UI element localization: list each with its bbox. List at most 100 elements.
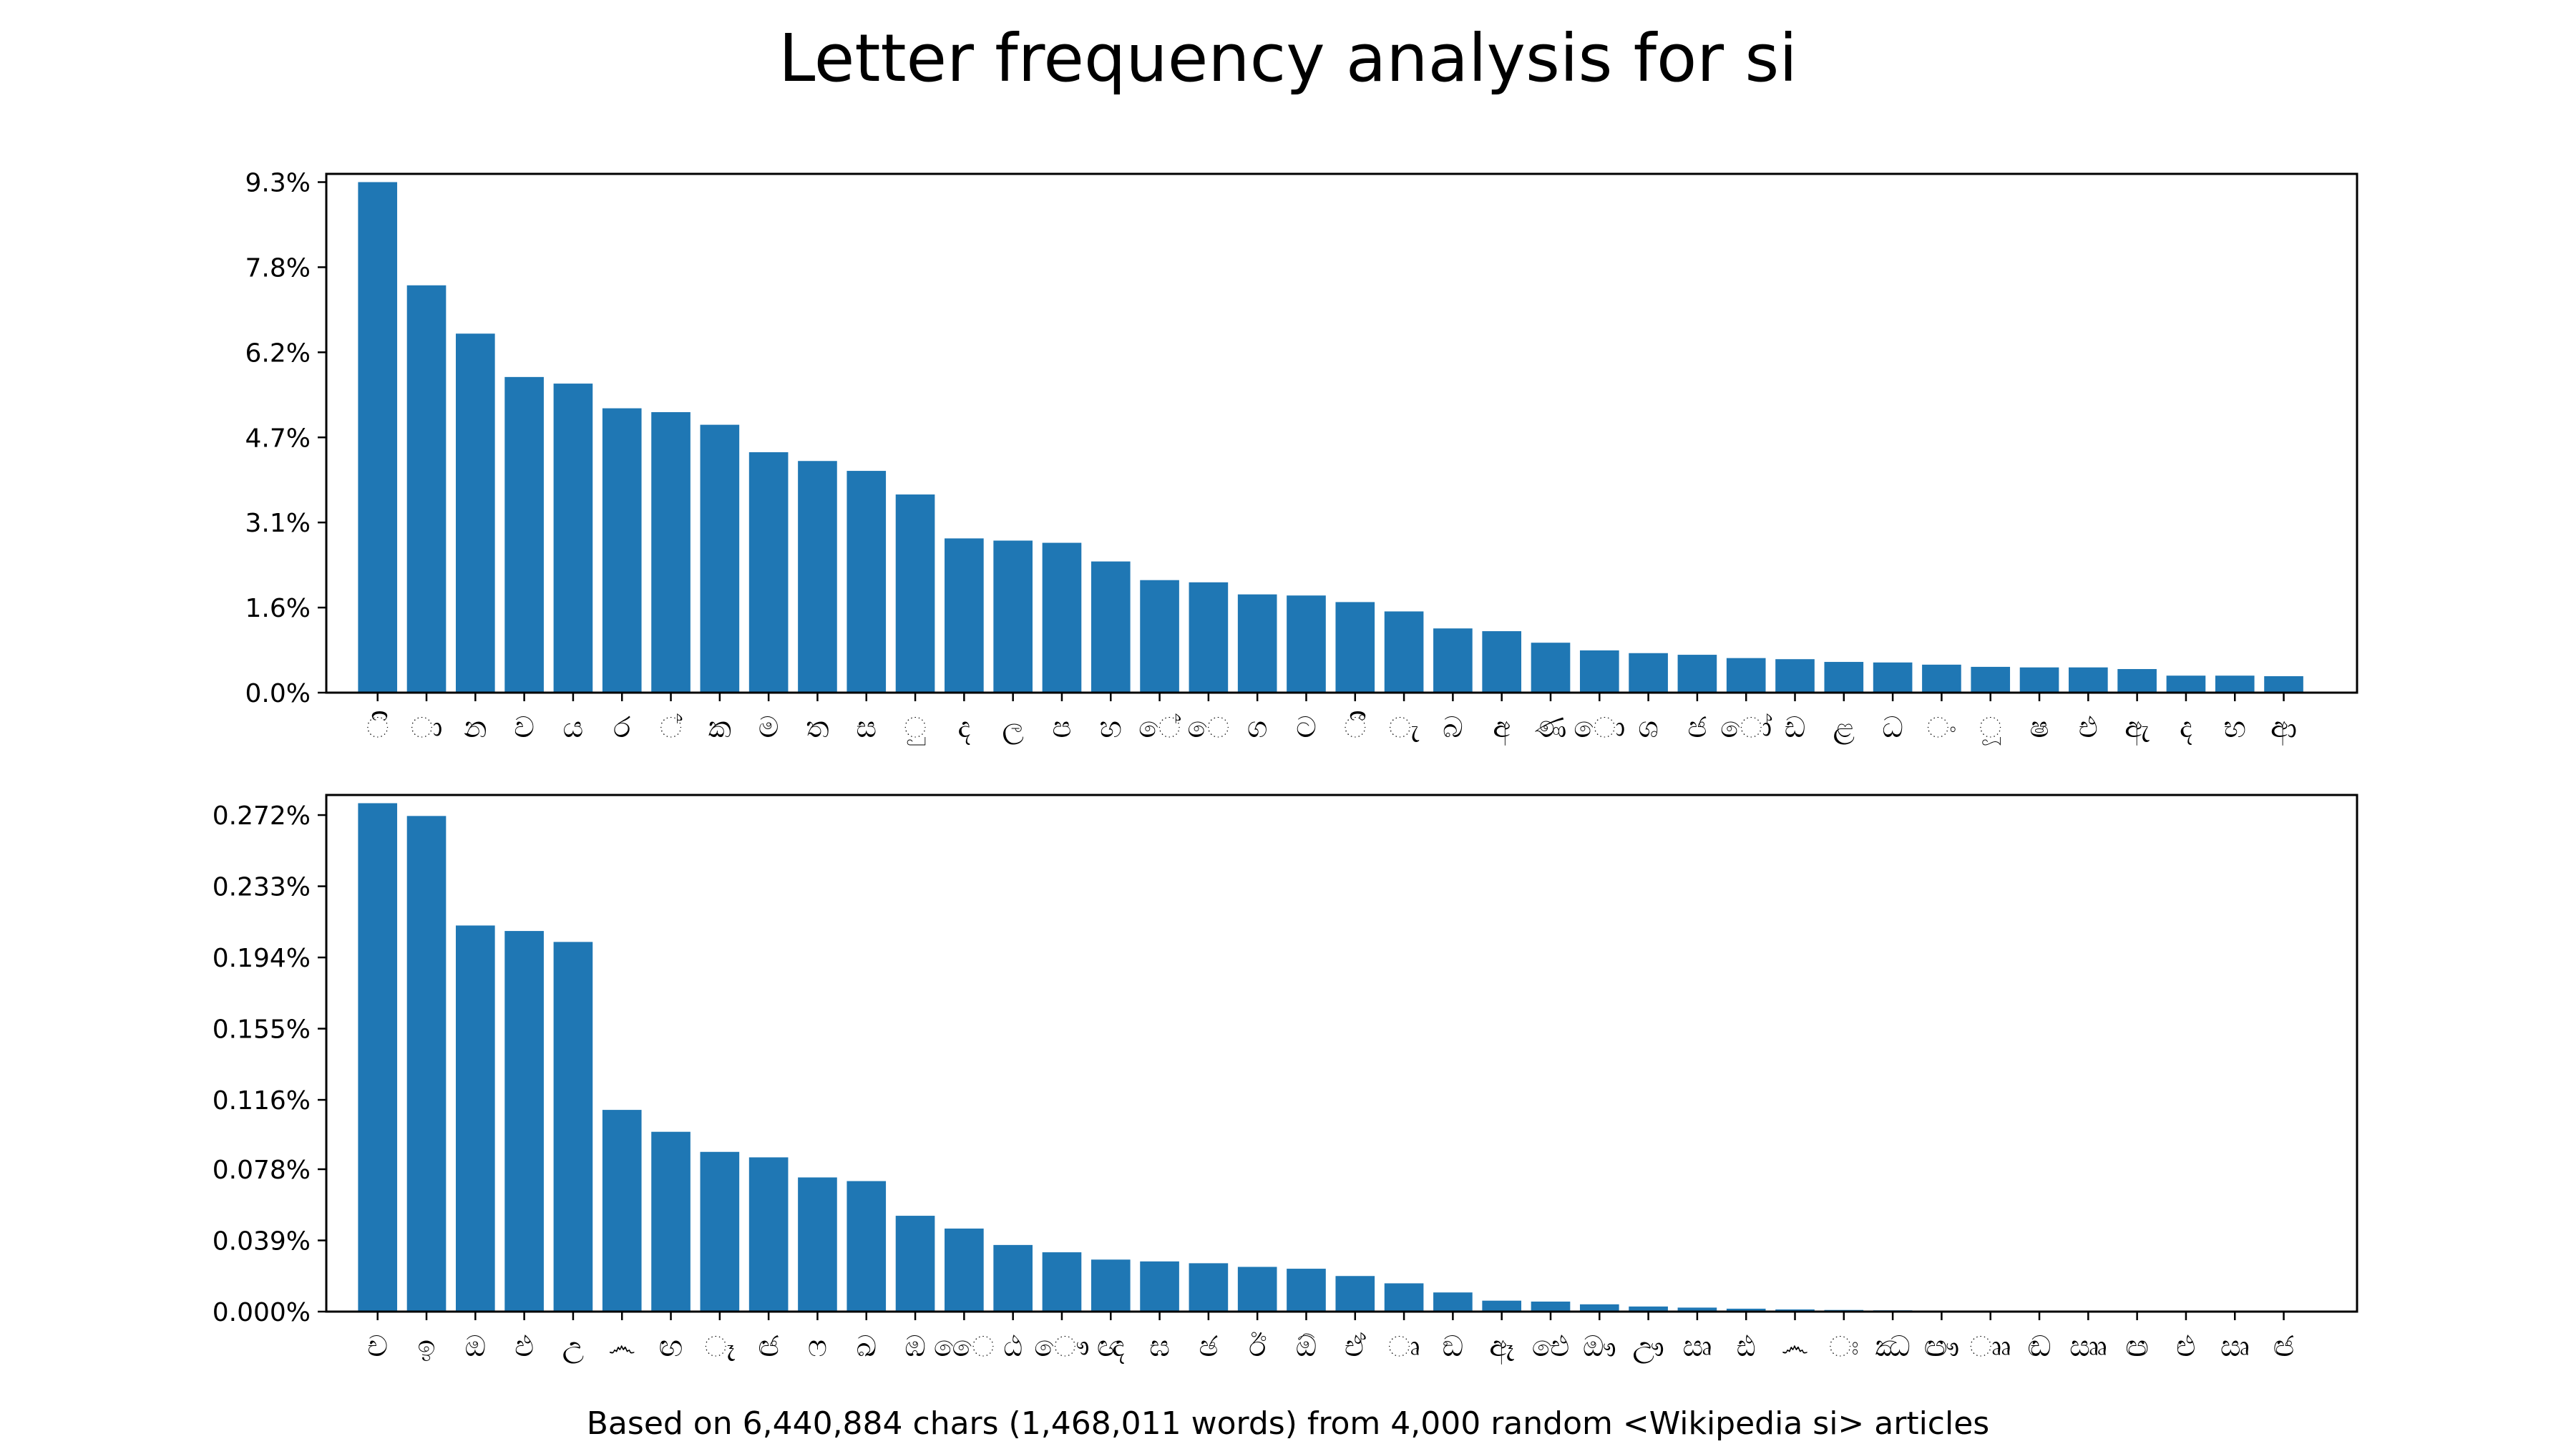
top-bar: [1873, 662, 1913, 693]
bottom-x-tick-label: ඍ: [2220, 1330, 2250, 1363]
bottom-bar: [456, 925, 495, 1312]
top-x-tick-label: ැ: [1389, 711, 1420, 744]
bottom-y-tick-label: 0.272%: [213, 801, 311, 831]
top-x-tick-label: ඩ: [1785, 711, 1806, 744]
top-x-tick-label: ද: [2180, 711, 2192, 745]
top-x-tick-label: ශ: [1638, 711, 1659, 744]
top-x-tick-label: ද: [957, 711, 970, 745]
top-bar: [2166, 675, 2206, 693]
top-bar: [1140, 580, 1179, 693]
top-x-tick-label: ස: [856, 711, 877, 744]
top-bar: [2019, 667, 2059, 693]
bottom-bar: [945, 1228, 984, 1312]
bottom-x-tick-label: ඐ: [1924, 1330, 1959, 1363]
top-x-tick-label: ණ: [1535, 711, 1567, 744]
bottom-x-tick-label: ඝ: [1149, 1330, 1170, 1363]
bottom-x-tick-label: ෘ: [1388, 1330, 1420, 1363]
bottom-x-tick-label: ඥ: [1097, 1330, 1125, 1364]
top-x-tick-label: ම: [758, 711, 779, 744]
bottom-x-tick-label: ඖ: [1583, 1330, 1616, 1363]
top-bar: [1629, 653, 1668, 693]
top-x-tick-label: ජ: [1687, 711, 1707, 744]
top-x-tick-label: ආ: [2270, 711, 2297, 746]
bottom-x-tick-label: ඟ: [659, 1330, 683, 1363]
bottom-x-tick-label: ඹ: [904, 1330, 926, 1363]
top-bar: [1335, 602, 1375, 693]
top-bar-panel: 0.0% 1.6% 3.1% 4.7% 6.2% 7.8% 9.3%ිා න ව ය ර් ක ම ත සු…: [245, 169, 2358, 746]
top-y-tick-label: 4.7%: [245, 424, 311, 453]
top-bar: [602, 408, 642, 693]
bottom-x-tick-label: ළු: [2176, 1330, 2195, 1363]
top-x-tick-label: ී: [1344, 711, 1367, 744]
bottom-x-tick-label: ෆ: [808, 1330, 827, 1363]
top-x-tick-label: භ: [2223, 711, 2245, 744]
top-bar: [1091, 561, 1131, 693]
top-x-tick-label: ො: [1574, 711, 1625, 744]
bottom-bar: [358, 803, 398, 1312]
top-bar: [895, 494, 935, 693]
bottom-x-tick-label: ඃ: [1829, 1330, 1859, 1363]
bottom-x-tick-label: ඒ: [1345, 1330, 1366, 1363]
top-bar: [1384, 611, 1424, 693]
top-bar: [1579, 650, 1619, 693]
bottom-x-tick-label: ඔ: [465, 1330, 487, 1363]
top-bar: [358, 182, 398, 693]
bottom-bar: [602, 1110, 642, 1312]
top-bar: [1189, 582, 1229, 693]
top-bar: [1287, 595, 1326, 693]
top-x-tick-label: බ: [1443, 711, 1463, 744]
bottom-x-tick-label: ඦ: [2273, 1330, 2295, 1363]
top-bar: [1482, 631, 1522, 693]
bottom-x-tick-label: ඕ: [1296, 1330, 1317, 1363]
bottom-bar: [553, 942, 593, 1312]
bottom-x-tick-label: ෛ: [934, 1330, 995, 1363]
bottom-bar: [1140, 1261, 1179, 1312]
bottom-bar: [1042, 1252, 1082, 1312]
top-x-tick-label: ූ: [1979, 711, 2002, 745]
top-bar: [406, 285, 447, 693]
top-x-tick-label: ල: [1002, 711, 1024, 745]
bottom-y-tick-label: 0.194%: [213, 944, 311, 973]
bottom-bar: [1775, 1309, 1815, 1312]
bottom-x-tick-label: ඞ: [1443, 1330, 1464, 1363]
top-x-tick-label: ෙ: [1187, 711, 1229, 744]
top-x-tick-label: ර: [613, 711, 630, 744]
top-x-tick-label: ා: [411, 711, 443, 744]
top-bar: [504, 376, 544, 693]
bottom-bar: [1237, 1267, 1277, 1312]
bottom-x-tick-label: ෑ: [704, 1330, 736, 1363]
top-bar: [651, 411, 691, 693]
bottom-bar: [1287, 1269, 1326, 1312]
top-bar: [1922, 664, 1961, 693]
bottom-bar: [1629, 1306, 1668, 1312]
chart-footer-caption: Based on 6,440,884 chars (1,468,011 word…: [586, 1405, 1990, 1442]
top-x-tick-label: එ: [2079, 711, 2098, 744]
bottom-x-tick-label: ඏ: [2125, 1330, 2149, 1363]
bottom-y-tick-label: 0.078%: [213, 1156, 311, 1185]
bottom-x-tick-label: ෲ: [1969, 1330, 2011, 1363]
top-y-tick-label: 7.8%: [245, 253, 311, 283]
top-bar: [847, 471, 887, 693]
bottom-y-tick-label: 0.000%: [213, 1298, 311, 1327]
top-bar: [1042, 542, 1082, 693]
top-bar: [1775, 659, 1815, 693]
top-y-tick-label: 6.2%: [245, 338, 311, 368]
top-x-tick-label: ි: [366, 711, 389, 744]
bottom-bar: [798, 1177, 837, 1312]
top-bar: [798, 461, 837, 693]
top-x-tick-label: අ: [1493, 711, 1511, 746]
bottom-bar: [504, 931, 544, 1312]
top-bar: [553, 384, 593, 693]
bottom-y-tick-label: 0.155%: [213, 1015, 311, 1045]
bottom-x-tick-label: ඓ: [1532, 1330, 1570, 1363]
top-bar: [1433, 628, 1473, 693]
top-x-tick-label: ං: [1927, 711, 1957, 744]
bottom-bar: [1726, 1308, 1766, 1312]
bottom-x-tick-label: උ: [562, 1330, 585, 1364]
top-y-tick-label: 9.3%: [245, 169, 311, 198]
bottom-x-tick-label: ෴: [608, 1330, 635, 1363]
bottom-y-tick-label: 0.116%: [213, 1086, 311, 1116]
bottom-plot-frame: [325, 794, 2358, 1313]
bottom-bar: [1579, 1304, 1619, 1312]
top-y-tick-label: 3.1%: [245, 509, 311, 538]
